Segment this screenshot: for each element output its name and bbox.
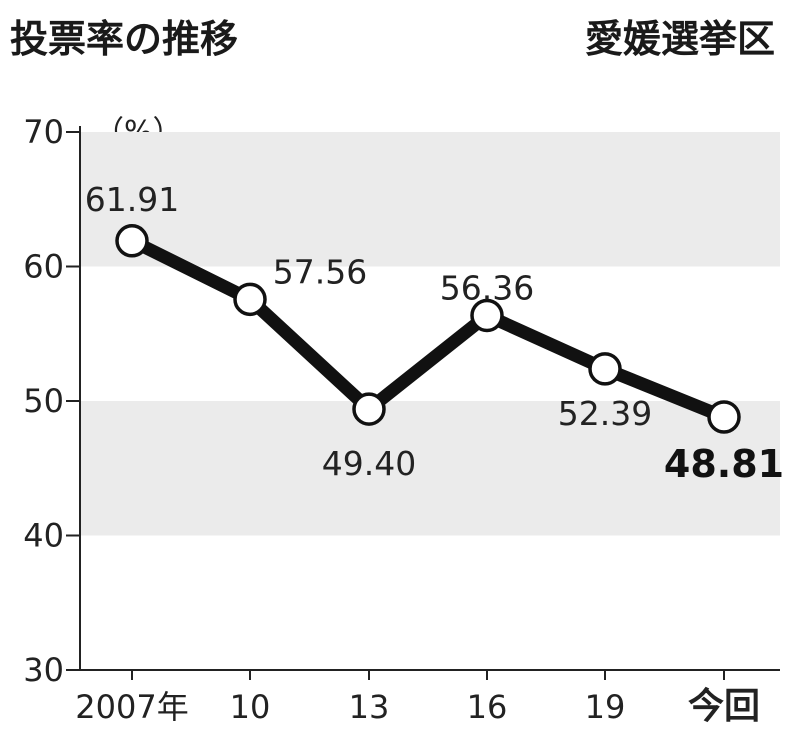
x-tick-label: 今回 [688, 686, 760, 727]
y-tick-labels: 30 40 50 60 70 [23, 113, 64, 689]
data-point [707, 400, 741, 434]
data-point [233, 282, 267, 317]
data-point [588, 352, 622, 386]
y-tick-label: 30 [23, 651, 64, 689]
data-point [352, 392, 386, 426]
x-tick-labels: 2007年 10 13 16 19 今回 [75, 686, 760, 727]
y-tick-label: 40 [23, 517, 64, 555]
x-tick-label: 16 [467, 688, 508, 726]
data-point [115, 224, 149, 258]
data-label: 61.91 [85, 180, 179, 219]
data-label: 57.56 [273, 252, 367, 291]
y-tick-label: 50 [23, 382, 64, 420]
data-label: 48.81 [664, 442, 784, 486]
grid-band [80, 401, 780, 536]
x-tick-label: 19 [585, 688, 626, 726]
y-tick-label: 60 [23, 248, 64, 286]
x-tick-label: 10 [230, 688, 271, 726]
grid-band [80, 132, 780, 267]
y-tick-label: 70 [23, 113, 64, 151]
data-labels: 61.91 57.56 49.40 56.36 52.39 48.81 [85, 180, 784, 486]
data-label: 52.39 [558, 394, 652, 433]
grid-bands [80, 132, 780, 536]
x-tick-label: 13 [349, 688, 390, 726]
data-point [470, 298, 504, 333]
chart-title: 投票率の推移 [10, 17, 238, 61]
series-line [125, 234, 731, 424]
turnout-series [115, 224, 741, 434]
x-tick-label: 2007年 [75, 688, 188, 726]
data-label: 49.40 [322, 444, 416, 483]
axes [66, 126, 780, 680]
data-label: 56.36 [440, 268, 534, 307]
chart-subtitle: 愛媛選挙区 [585, 17, 775, 61]
